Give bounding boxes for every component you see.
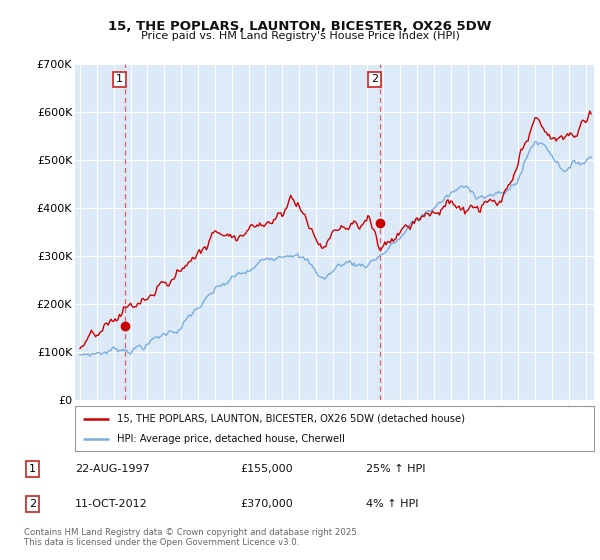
Text: 2: 2 xyxy=(29,499,36,509)
Text: 1: 1 xyxy=(29,464,36,474)
Text: £370,000: £370,000 xyxy=(241,499,293,509)
Text: 22-AUG-1997: 22-AUG-1997 xyxy=(76,464,150,474)
Text: Contains HM Land Registry data © Crown copyright and database right 2025.
This d: Contains HM Land Registry data © Crown c… xyxy=(24,528,359,547)
Text: 4% ↑ HPI: 4% ↑ HPI xyxy=(366,499,419,509)
Text: 11-OCT-2012: 11-OCT-2012 xyxy=(76,499,148,509)
Text: 15, THE POPLARS, LAUNTON, BICESTER, OX26 5DW: 15, THE POPLARS, LAUNTON, BICESTER, OX26… xyxy=(109,20,491,32)
Text: HPI: Average price, detached house, Cherwell: HPI: Average price, detached house, Cher… xyxy=(116,434,344,444)
Text: 15, THE POPLARS, LAUNTON, BICESTER, OX26 5DW (detached house): 15, THE POPLARS, LAUNTON, BICESTER, OX26… xyxy=(116,413,464,423)
Text: Price paid vs. HM Land Registry's House Price Index (HPI): Price paid vs. HM Land Registry's House … xyxy=(140,31,460,41)
Text: 2: 2 xyxy=(371,74,378,85)
Text: 1: 1 xyxy=(116,74,123,85)
Text: 25% ↑ HPI: 25% ↑ HPI xyxy=(366,464,425,474)
Text: £155,000: £155,000 xyxy=(241,464,293,474)
